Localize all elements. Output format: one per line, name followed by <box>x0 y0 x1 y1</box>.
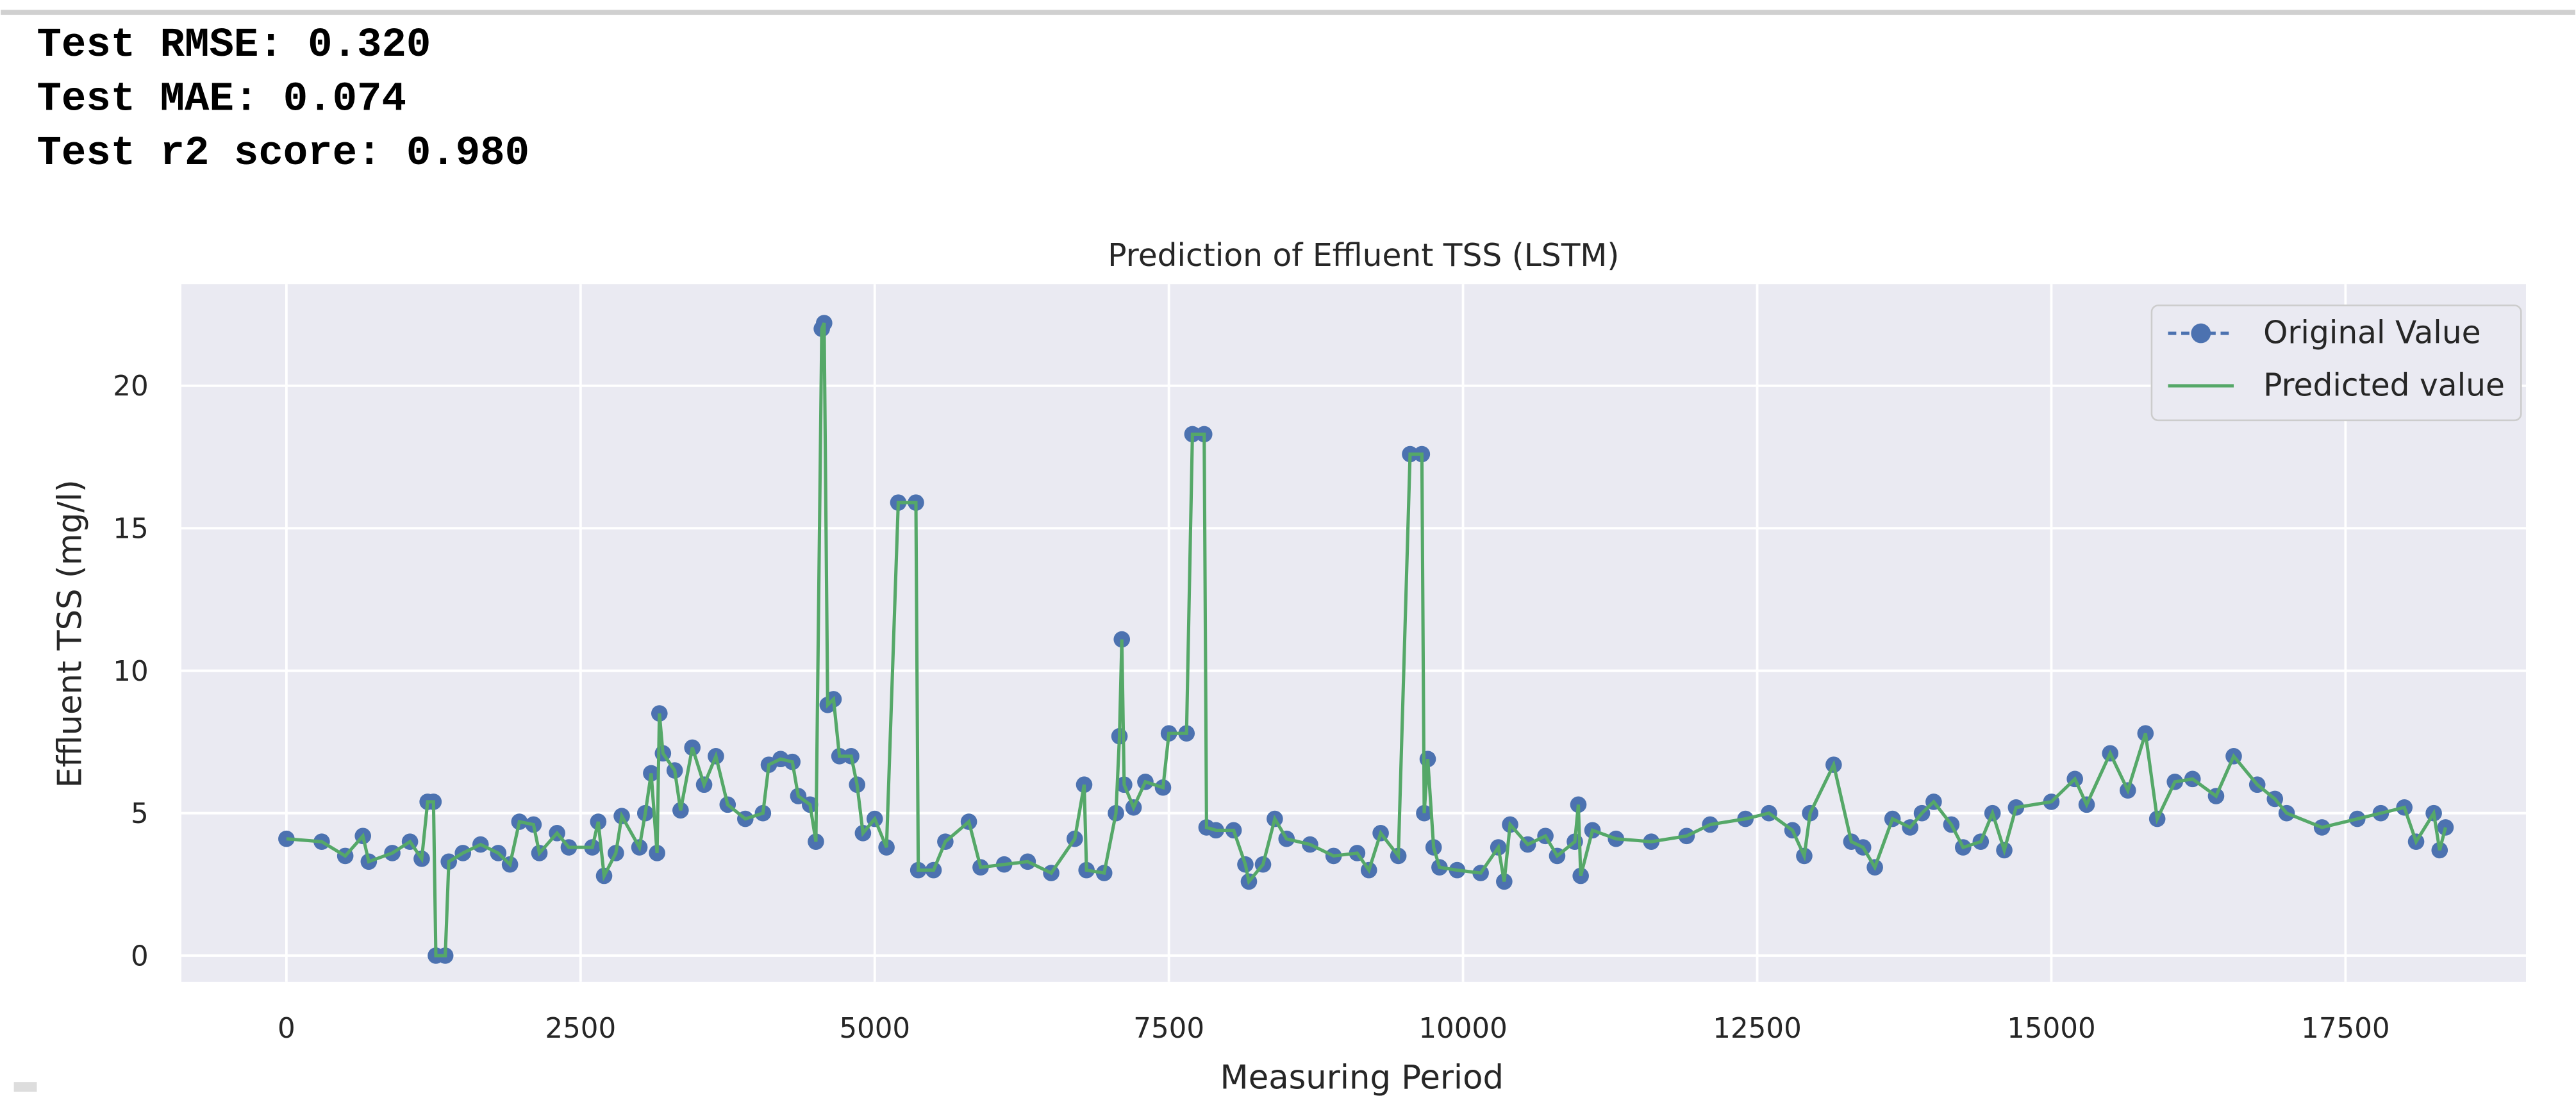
x-tick-label: 2500 <box>545 1013 616 1045</box>
series <box>286 322 2447 958</box>
legend-label: Predicted value <box>2263 367 2505 403</box>
output-line: Test MAE: 0.074 <box>37 77 406 123</box>
legend-frame <box>2150 304 2522 422</box>
x-tick-label: 5000 <box>839 1013 910 1045</box>
cell-border <box>1 10 2575 15</box>
output-line: Test RMSE: 0.320 <box>37 22 431 69</box>
series-line <box>286 322 2447 958</box>
y-tick-label: 5 <box>131 798 149 830</box>
y-tick-label: 15 <box>113 513 148 545</box>
legend-label: Original Value <box>2263 315 2480 351</box>
x-tick-label: 12500 <box>1713 1013 1801 1045</box>
x-tick-label: 15000 <box>2007 1013 2095 1045</box>
x-tick-label: 10000 <box>1418 1013 1507 1045</box>
scroll-mark <box>13 1082 37 1092</box>
y-tick-label: 0 <box>131 940 149 972</box>
x-tick-label: 0 <box>278 1013 295 1045</box>
x-axis-label: Measuring Period <box>1220 1058 1504 1097</box>
legend-marker <box>2191 323 2211 344</box>
x-tick-label: 17500 <box>2301 1013 2389 1045</box>
chart-title: Prediction of Effluent TSS (LSTM) <box>1108 238 1619 274</box>
y-tick-label: 20 <box>113 370 148 403</box>
legend: Original Value Predicted value <box>2150 304 2522 422</box>
y-tick-label: 10 <box>113 656 148 688</box>
y-axis-label: Effluent TSS (mg/l) <box>51 479 90 788</box>
x-tick-label: 7500 <box>1133 1013 1204 1045</box>
output-line: Test r2 score: 0.980 <box>37 131 530 177</box>
plot-area <box>181 284 2526 982</box>
